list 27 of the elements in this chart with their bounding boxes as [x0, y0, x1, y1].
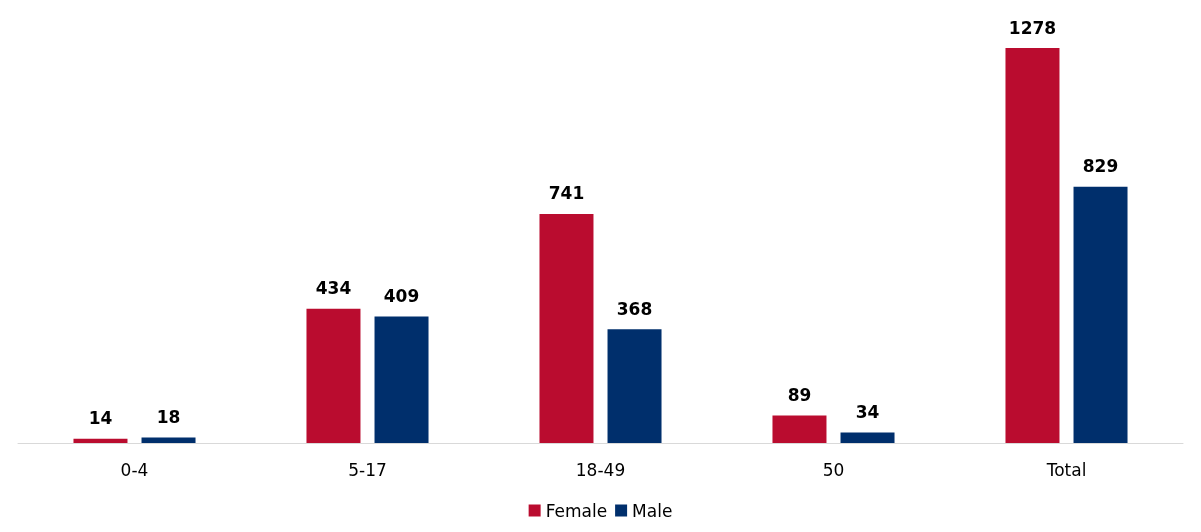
data-label: 1278	[1008, 17, 1057, 38]
bar	[73, 438, 128, 443]
data-label: 89	[787, 384, 812, 405]
data-label: 14	[88, 408, 113, 429]
x-tick-label: 5-17	[348, 459, 387, 480]
x-tick-label: 50	[822, 459, 845, 480]
x-tick-label: 0-4	[120, 459, 149, 480]
bar	[374, 316, 429, 443]
bar	[607, 329, 662, 443]
bar	[772, 415, 827, 443]
data-label: 34	[855, 401, 880, 422]
x-tick-label: Total	[1045, 459, 1087, 480]
data-label: 368	[616, 298, 653, 319]
legend-label: Female	[545, 500, 608, 521]
bar	[539, 213, 594, 443]
bar	[306, 308, 361, 443]
data-label: 829	[1082, 156, 1119, 177]
x-tick-label: 18-49	[575, 459, 626, 480]
bar	[1073, 186, 1128, 443]
data-label: 741	[548, 183, 585, 204]
data-label: 409	[383, 286, 420, 307]
data-label: 434	[315, 278, 352, 299]
data-label: 18	[156, 406, 181, 427]
bar	[840, 432, 895, 443]
bar	[141, 437, 196, 443]
legend-label: Male	[632, 500, 673, 521]
bar	[1005, 48, 1060, 443]
